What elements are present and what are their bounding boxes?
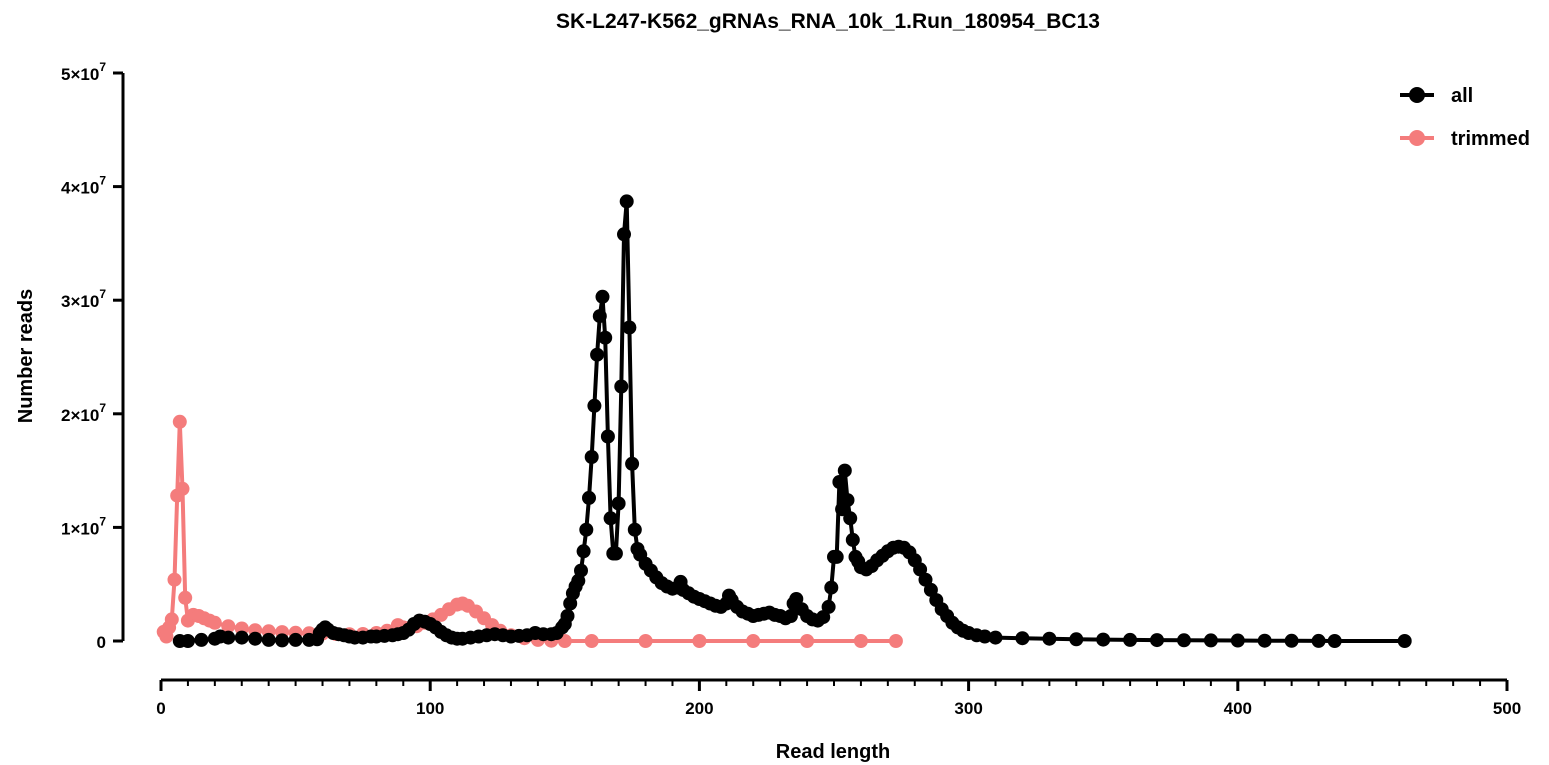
data-point-all [1230,633,1245,648]
data-point-all [1203,633,1218,648]
data-point-all [582,490,596,505]
data-point-all [627,522,642,537]
data-point-all [1096,632,1111,647]
data-point-all [1397,634,1412,648]
data-point-all [1257,633,1272,648]
data-point-all [611,496,626,511]
x-tick-label: 400 [1224,699,1252,718]
data-point-all [234,630,249,645]
data-point-trimmed [888,634,903,648]
y-tick-label: 2×107 [61,401,106,425]
y-tick-label: 0 [97,633,106,652]
x-tick-label: 500 [1493,699,1521,718]
data-point-all [579,522,594,537]
y-tick-label: 4×107 [61,174,106,198]
data-point-trimmed [207,615,222,630]
data-point-all [1284,633,1299,648]
y-tick-label: 5×107 [61,60,106,84]
data-point-all [560,609,575,623]
data-point-all [821,599,836,614]
data-point-all [843,511,858,526]
data-point-all [837,463,852,478]
legend: all trimmed [1400,85,1530,150]
data-point-all [587,398,602,413]
data-point-all [1150,633,1164,648]
chart-title: SK-L247-K562_gRNAs_RNA_10k_1.Run_180954_… [556,10,1100,33]
data-point-trimmed [167,572,182,587]
data-point-trimmed [692,634,707,648]
y-tick-label: 1×107 [61,514,106,538]
x-axis-label: Read length [776,741,890,763]
data-point-all [595,289,610,304]
y-axis-label: Number reads [15,289,37,424]
legend-label: trimmed [1451,128,1530,150]
data-point-all [576,544,591,559]
data-point-all [840,493,855,508]
data-point-all [832,475,847,489]
legend-item-all: all [1400,85,1473,107]
data-point-all [592,309,607,324]
data-point-all [608,546,623,561]
x-tick-label: 200 [685,699,713,718]
data-point-all [590,347,605,362]
data-point-trimmed [175,481,190,496]
data-point-all [600,429,615,444]
x-tick-label: 100 [416,699,444,718]
y-axis: 0 1×107 2×107 3×107 4×107 5×107 [61,60,125,652]
data-point-all [1123,632,1138,647]
data-point-all [1015,631,1030,646]
data-point-all [1177,633,1191,648]
legend-swatch-marker [1409,130,1425,146]
data-point-all [617,227,631,242]
data-point-all [913,562,928,577]
data-point-all [275,633,290,648]
data-point-trimmed [638,634,653,648]
data-point-all [845,532,860,547]
data-point-all [1042,631,1057,646]
series-line-all [179,199,1405,643]
data-point-trimmed [178,590,193,605]
data-point-all [574,563,588,578]
data-point-all [1069,632,1084,647]
data-point-all [1327,634,1342,648]
data-point-all [180,634,195,648]
series-line-trimmed [161,419,896,643]
data-point-all [622,320,637,335]
data-point-trimmed [800,634,815,648]
data-point-all [625,456,640,471]
data-point-all [977,629,992,644]
data-point-all [288,632,303,647]
data-point-trimmed [853,634,868,648]
x-axis: 0 100 200 300 400 500 [156,678,1521,718]
data-point-all [829,549,844,564]
series-all [172,194,1412,648]
legend-label: all [1451,85,1473,107]
data-point-all [619,194,634,209]
data-point-all [584,450,599,464]
data-point-all [603,511,618,526]
data-point-all [614,379,629,394]
data-point-trimmed [584,634,599,648]
data-point-trimmed [172,414,187,429]
data-point-all [988,630,1003,645]
x-tick-label: 0 [156,699,165,718]
data-point-all [248,631,263,646]
y-tick-label: 3×107 [61,287,106,311]
x-tick-label: 300 [954,699,982,718]
data-point-all [221,630,236,645]
data-point-all [824,580,839,595]
data-point-all [1311,633,1326,648]
data-point-all [194,632,209,647]
series-layer [156,194,1412,648]
data-point-trimmed [221,619,236,634]
data-point-trimmed [746,634,761,648]
data-point-all [598,330,613,345]
legend-swatch-marker [1409,87,1425,103]
legend-item-trimmed: trimmed [1400,128,1530,150]
data-point-all [783,609,798,623]
data-point-trimmed [164,612,179,627]
data-point-all [261,632,276,647]
